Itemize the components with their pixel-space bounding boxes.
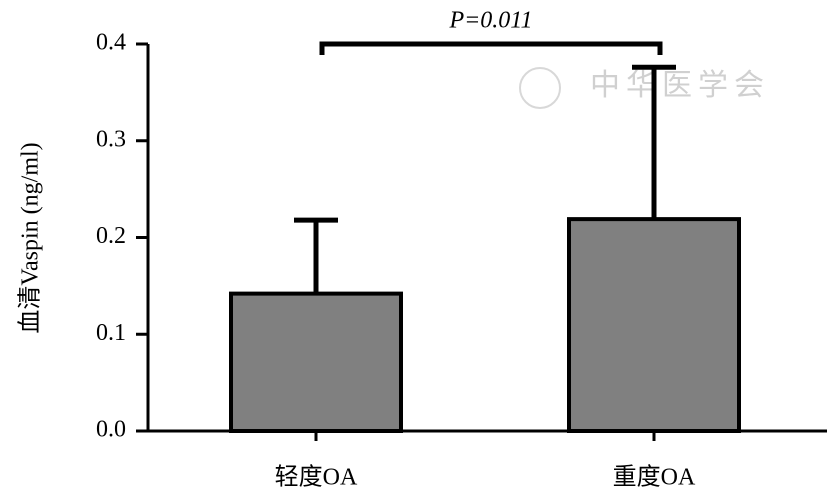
y-axis-label: 血清Vaspin (ng/ml) (17, 142, 44, 333)
y-tick-label: 0.0 (96, 417, 126, 443)
y-tick-label: 0.3 (96, 126, 126, 152)
significance-bracket (319, 41, 663, 55)
watermark-logo (519, 67, 561, 109)
y-tick-label: 0.1 (96, 320, 126, 346)
x-tick-label: 重度OA (613, 464, 696, 491)
bar (567, 217, 741, 433)
watermark: 中华医学会 (590, 69, 770, 102)
x-tick-label: 轻度OA (275, 464, 358, 491)
y-tick-label: 0.2 (96, 223, 126, 249)
annotation: P=0.011 (448, 8, 532, 34)
bar (229, 291, 403, 433)
y-tick-label: 0.4 (96, 30, 126, 56)
